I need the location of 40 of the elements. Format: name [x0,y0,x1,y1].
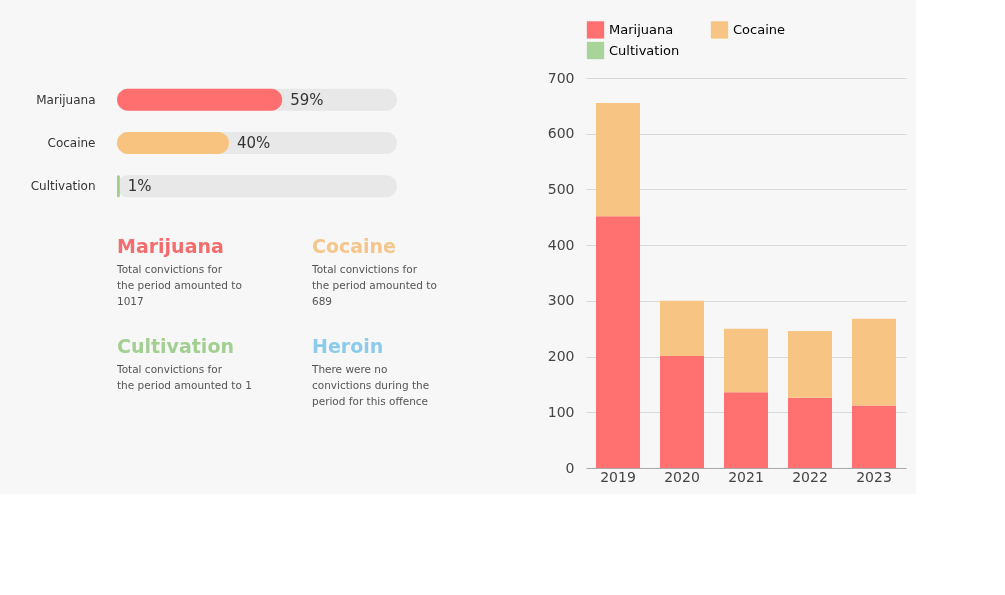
y-tick-label: 0 [565,459,575,476]
bar [660,300,704,357]
data-label: 40% [237,134,271,152]
bar [660,356,704,468]
y-tick-label: 300 [547,292,575,309]
y-tick-label: 600 [547,125,575,142]
category-label: Cultivation [117,335,234,357]
y-tick-label: 500 [547,180,575,197]
legend-label: Cultivation [609,42,680,58]
y-tick-label: 100 [547,403,575,420]
x-tick-label: 2020 [664,468,700,485]
bar [596,216,640,468]
category-label: Cocaine [312,235,397,257]
bar [724,392,768,468]
y-tick-label: Cocaine [47,136,96,150]
text: Total convictions for the period amounted to 689 [311,263,437,307]
y-tick-label: 400 [547,236,575,253]
bar [788,397,832,468]
legend-label: Marijuana [609,21,674,37]
bar [852,405,896,468]
bar [852,318,896,406]
x-tick-label: 2021 [728,468,764,485]
x-tick-label: 2022 [792,468,828,485]
data-label: 59% [290,90,324,109]
x-tick-label: 2023 [856,468,892,485]
bar [596,103,640,217]
x-tick-label: 2019 [600,468,636,485]
bar [724,328,768,393]
category-label: Heroin [312,335,384,357]
legend-label: Cocaine [733,21,785,37]
y-tick-label: Marijuana [36,92,96,107]
category-label: Marijuana [117,235,224,257]
y-tick-label: 700 [547,69,575,86]
text: Total convictions for the period amounted to 1 [116,363,252,391]
y-tick-label: 200 [547,348,575,365]
bar [788,330,832,398]
text: There were no convictions during the period for this offence [311,363,430,407]
text: Total convictions for the period amounted to 1017 [116,263,242,307]
data-label: 1% [127,177,152,196]
y-tick-label: Cultivation [30,179,96,194]
